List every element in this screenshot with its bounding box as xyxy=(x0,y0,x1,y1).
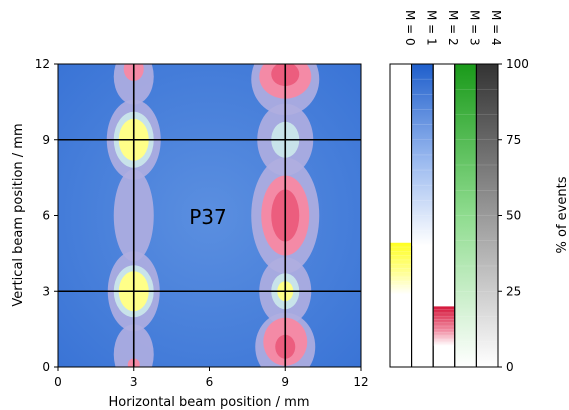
x-axis-label: Horizontal beam position / mm xyxy=(109,395,310,410)
y-tick-label: 6 xyxy=(42,209,50,223)
grid-lines xyxy=(58,64,361,367)
colorbar-class-label: M = 1 xyxy=(424,10,438,46)
colorbar: M = 0 M = 1 M = 2 M = 3 M = 4 0 25 50 75 100 xyxy=(389,10,529,374)
x-tick-label: 0 xyxy=(54,375,62,389)
colorbar-column xyxy=(389,63,413,368)
y-tick-label: 3 xyxy=(42,284,50,298)
y-tick-label: 12 xyxy=(35,57,50,71)
x-tick-label: 9 xyxy=(281,375,289,389)
y-axis-ticks: 0 3 6 9 12 xyxy=(35,57,58,374)
colorbar-fill xyxy=(455,64,476,367)
colorbar-fill xyxy=(433,306,455,346)
colorbar-class-label: M = 2 xyxy=(446,10,460,46)
colorbar-class-label: M = 3 xyxy=(468,10,482,46)
colorbar-class-label: M = 0 xyxy=(403,10,417,46)
colorbar-label: % of events xyxy=(555,176,569,253)
y-axis-label: Vertical beam position / mm xyxy=(11,123,26,306)
x-axis-ticks: 0 3 6 9 12 xyxy=(54,367,369,389)
colorbar-tick-label: 25 xyxy=(506,284,521,298)
colorbar-fill xyxy=(412,64,433,246)
colorbar-tick-label: 100 xyxy=(506,57,529,71)
x-tick-label: 6 xyxy=(206,375,214,389)
heatmap-plot xyxy=(58,64,361,367)
colorbar-class-label: M = 4 xyxy=(489,10,503,46)
x-tick-label: 12 xyxy=(353,375,368,389)
colorbar-tick-label: 75 xyxy=(506,133,521,147)
x-tick-label: 3 xyxy=(130,375,138,389)
y-tick-label: 9 xyxy=(42,133,50,147)
colorbar-fill xyxy=(390,242,412,295)
colorbar-tick-label: 0 xyxy=(506,360,514,374)
panel-label: P37 xyxy=(189,205,227,229)
y-tick-label: 0 xyxy=(42,360,50,374)
colorbar-tick-label: 50 xyxy=(506,209,521,223)
colorbar-fill xyxy=(476,64,498,367)
